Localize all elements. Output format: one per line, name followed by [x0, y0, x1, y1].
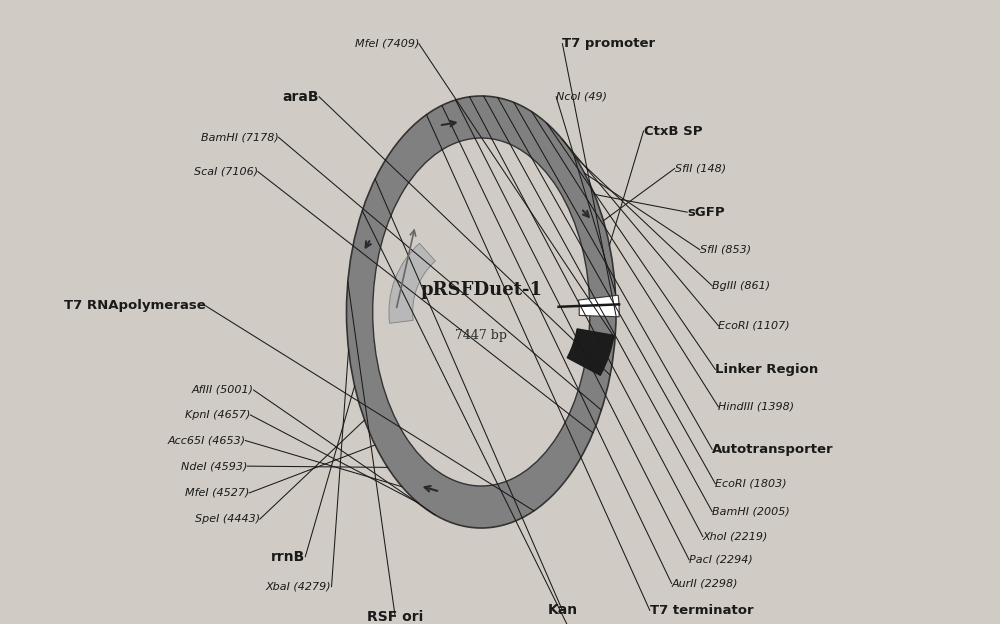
Wedge shape: [389, 243, 435, 323]
Text: SfII (148): SfII (148): [675, 163, 726, 173]
Text: AurII (2298): AurII (2298): [672, 578, 738, 588]
Text: KpnI (4657): KpnI (4657): [185, 410, 250, 420]
Text: BamHI (7178): BamHI (7178): [201, 132, 278, 142]
Text: PacI (2294): PacI (2294): [689, 555, 753, 565]
Wedge shape: [579, 295, 619, 317]
Text: BgIII (861): BgIII (861): [712, 281, 770, 291]
Text: SpeI (4443): SpeI (4443): [195, 514, 260, 524]
Text: pRSFDuet-1: pRSFDuet-1: [420, 281, 542, 299]
Text: Acc65I (4653): Acc65I (4653): [167, 436, 245, 446]
Text: Kan: Kan: [547, 603, 577, 617]
Text: NdeI (4593): NdeI (4593): [181, 461, 247, 471]
Text: AfIII (5001): AfIII (5001): [192, 385, 254, 395]
Text: 7447 bp: 7447 bp: [455, 329, 507, 342]
Text: EcoRI (1107): EcoRI (1107): [718, 321, 790, 331]
Text: rrnB: rrnB: [271, 550, 305, 563]
Text: MfeI (4527): MfeI (4527): [185, 488, 249, 498]
Ellipse shape: [373, 138, 590, 486]
Text: BamHI (2005): BamHI (2005): [712, 507, 790, 517]
Text: araB: araB: [283, 90, 319, 104]
Text: XbaI (4279): XbaI (4279): [266, 582, 332, 592]
Ellipse shape: [346, 96, 616, 528]
Text: Autotransporter: Autotransporter: [712, 443, 834, 456]
Text: CtxB SP: CtxB SP: [644, 125, 702, 137]
Text: T7 RNApolymerase: T7 RNApolymerase: [64, 300, 205, 312]
Text: XhoI (2219): XhoI (2219): [703, 532, 768, 542]
Text: EcoRI (1803): EcoRI (1803): [715, 479, 787, 489]
Text: NcoI (49): NcoI (49): [556, 92, 607, 102]
Text: SfII (853): SfII (853): [700, 245, 751, 255]
Text: MfeI (7409): MfeI (7409): [355, 39, 419, 49]
Text: HindIII (1398): HindIII (1398): [718, 402, 795, 412]
Text: RSF ori: RSF ori: [367, 610, 423, 623]
Text: sGFP: sGFP: [687, 206, 725, 218]
Wedge shape: [567, 329, 614, 375]
Text: ScaI (7106): ScaI (7106): [194, 167, 258, 177]
Text: T7 terminator: T7 terminator: [650, 604, 753, 617]
Text: Linker Region: Linker Region: [715, 363, 819, 376]
Text: T7 promoter: T7 promoter: [562, 37, 656, 50]
